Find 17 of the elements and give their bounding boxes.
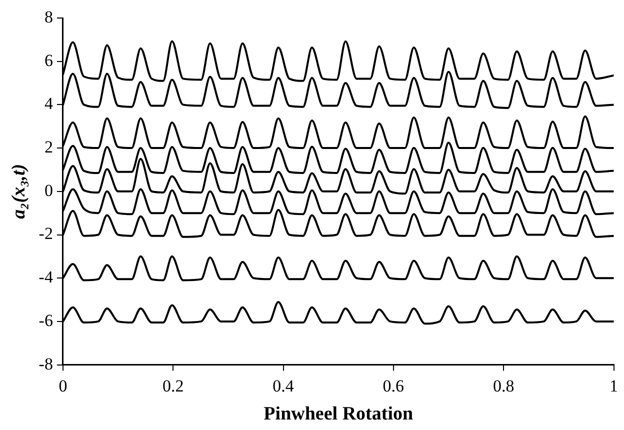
y-tick-label: -2 [38,224,53,244]
x-tick-label: 0.4 [272,376,294,396]
x-tick-label: 1 [610,376,618,396]
y-tick-label: 2 [44,138,53,157]
x-tick-label: 0 [58,376,68,396]
y-tick-label: -4 [38,268,54,287]
y-tick-label: 8 [44,7,53,26]
y-axis-title: a₂(x₃,t) [8,164,30,219]
x-tick-label: 0.6 [382,376,404,396]
y-tick-label: 6 [44,50,53,70]
y-tick-label: -6 [38,310,53,330]
x-tick-label: 0.8 [492,376,514,396]
x-axis-title: Pinwheel Rotation [264,404,414,425]
y-tick-label: 0 [44,180,53,200]
x-tick-label: 0.2 [162,376,184,396]
y-tick-label: -8 [38,354,53,374]
y-tick-label: 4 [44,94,54,114]
